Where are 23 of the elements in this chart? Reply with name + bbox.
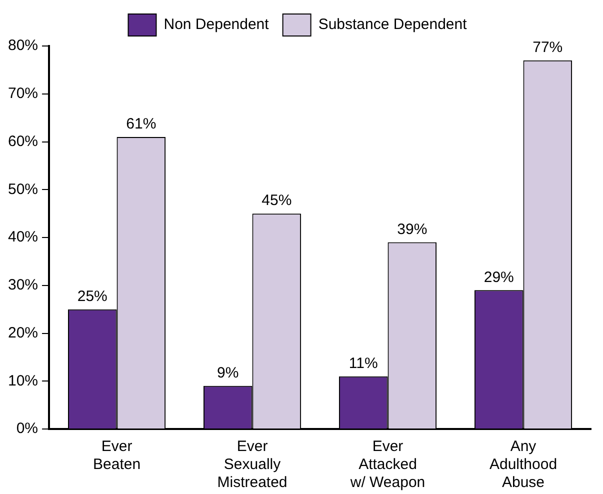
data-label: 11% (348, 354, 378, 372)
data-label: 61% (126, 116, 156, 133)
data-label: 39% (397, 220, 428, 238)
data-label: 77% (532, 39, 563, 56)
x-tick-label: Any Adulthood Abuse (489, 438, 558, 492)
y-tick-label: 50% (8, 180, 38, 198)
y-tick-label: 0% (16, 420, 38, 438)
legend-label: Substance Dependent (318, 16, 468, 34)
y-tick-label: 70% (8, 85, 38, 102)
data-label: 45% (262, 192, 292, 210)
y-tick-label: 10% (8, 372, 38, 390)
data-label: 29% (484, 268, 514, 286)
x-tick-label: Ever Beaten (92, 438, 141, 474)
legend-label: Non Dependent (164, 16, 270, 34)
y-tick-label: 40% (8, 228, 38, 246)
y-tick-label: 20% (8, 324, 38, 342)
y-tick-label: 80% (8, 37, 38, 54)
y-tick-label: 30% (8, 276, 38, 294)
data-label: 25% (77, 288, 108, 305)
data-label: 9% (217, 364, 239, 382)
x-tick-label: Ever Sexually Mistreated (217, 438, 288, 492)
y-tick-label: 60% (8, 132, 38, 150)
x-tick-label: Ever Attacked w/ Weapon (349, 438, 426, 492)
